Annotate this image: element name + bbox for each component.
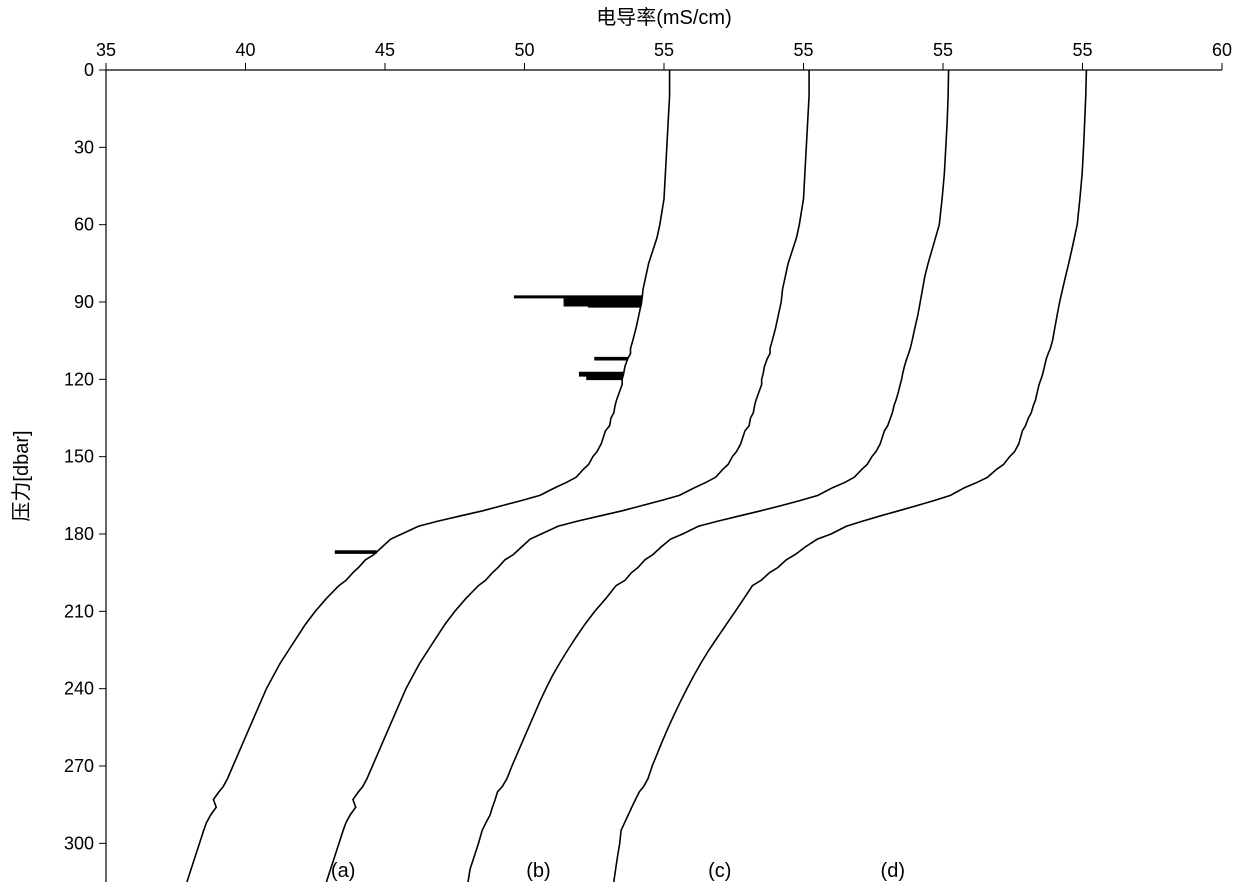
y-tick-label: 0 xyxy=(84,60,94,80)
y-tick-label: 30 xyxy=(74,137,94,157)
profile-line-d xyxy=(614,70,1087,882)
y-tick-label: 120 xyxy=(64,369,94,389)
y-axis-title: 压力[dbar] xyxy=(10,430,33,521)
x-tick-label: 50 xyxy=(514,40,534,60)
x-tick-label: 35 xyxy=(96,40,116,60)
x-tick-label: 40 xyxy=(235,40,255,60)
x-tick-label: 55 xyxy=(654,40,674,60)
x-axis-title: 电导率(mS/cm) xyxy=(596,6,732,29)
y-tick-label: 300 xyxy=(64,833,94,853)
y-tick-label: 180 xyxy=(64,524,94,544)
x-tick-label: 55 xyxy=(793,40,813,60)
y-tick-label: 90 xyxy=(74,292,94,312)
profile-line-b xyxy=(326,70,809,882)
profile-line-c xyxy=(468,70,949,882)
x-tick-label: 55 xyxy=(1072,40,1092,60)
profile-line-a xyxy=(187,70,670,882)
conductivity-depth-chart: 电导率(mS/cm) 35 40 45 50 55 55 55 55 60 0 30 60 90 120 15… xyxy=(0,0,1239,895)
x-tick-label: 45 xyxy=(375,40,395,60)
series-label-d: (d) xyxy=(881,860,905,882)
x-tick-label: 60 xyxy=(1212,40,1232,60)
series-label-c: (c) xyxy=(708,860,731,882)
y-tick-label: 150 xyxy=(64,447,94,467)
series-label-b: (b) xyxy=(526,860,550,882)
series-label-a: (a) xyxy=(331,860,355,882)
y-tick-label: 240 xyxy=(64,679,94,699)
y-tick-label: 270 xyxy=(64,756,94,776)
y-tick-label: 210 xyxy=(64,601,94,621)
x-tick-label: 55 xyxy=(933,40,953,60)
y-tick-label: 60 xyxy=(74,215,94,235)
